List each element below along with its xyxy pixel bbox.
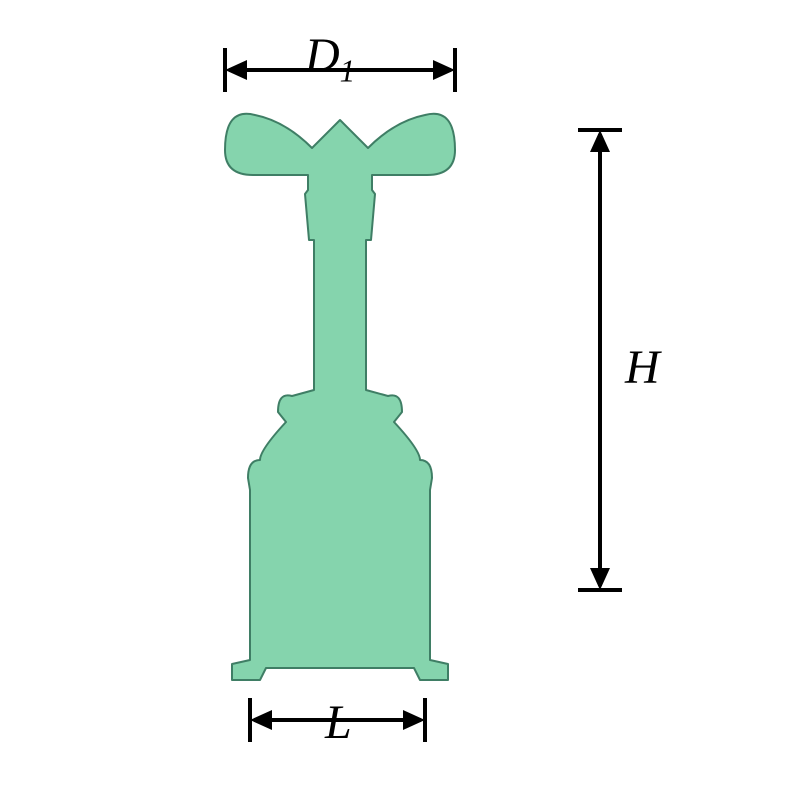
- label-d1: D1: [305, 28, 355, 90]
- dimension-lines: [0, 0, 800, 800]
- diagram-stage: D1 H L: [0, 0, 800, 800]
- label-l: L: [325, 695, 352, 750]
- label-h: H: [625, 340, 660, 395]
